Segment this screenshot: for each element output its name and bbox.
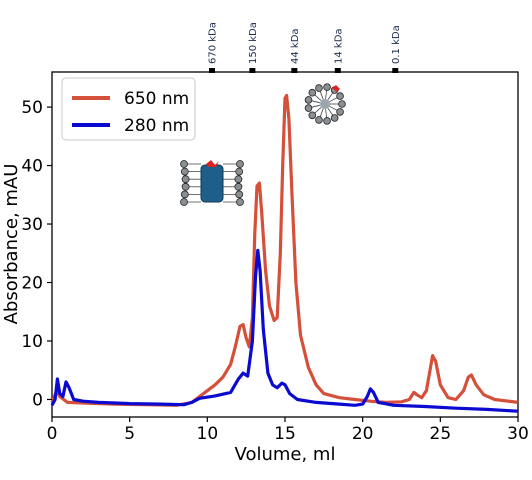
- legend-label-650: 650 nm: [124, 89, 189, 109]
- top-mw-axis: 670 kDa 150 kDa 44 kDa 14 kDa 0.1 kDa: [207, 22, 402, 73]
- top-tick-label: 44 kDa: [290, 28, 301, 64]
- x-axis-title: Volume, ml: [235, 444, 336, 465]
- y-tick-label: 40: [21, 157, 43, 177]
- y-axis-title: Absorbance, mAU: [1, 164, 22, 325]
- y-tick-label: 30: [21, 215, 43, 235]
- x-axis: 0 5 10 15 20 25 30: [47, 417, 529, 444]
- x-tick-label: 15: [274, 424, 296, 444]
- top-tick-label: 14 kDa: [333, 28, 344, 64]
- empty-micelle-icon: [304, 83, 346, 125]
- legend: 650 nm 280 nm: [61, 77, 196, 141]
- top-tick: [334, 68, 341, 73]
- top-tick: [208, 68, 215, 73]
- top-tick-label: 150 kDa: [248, 22, 259, 64]
- x-tick-label: 0: [47, 424, 58, 444]
- micelle-with-protein-icon: [180, 160, 244, 206]
- x-tick-label: 25: [430, 424, 452, 444]
- x-tick-label: 20: [352, 424, 374, 444]
- y-tick-label: 50: [21, 98, 43, 118]
- top-tick: [291, 68, 298, 73]
- x-tick-label: 5: [124, 424, 135, 444]
- series-line-0: [50, 93, 519, 407]
- legend-label-280: 280 nm: [124, 116, 189, 136]
- y-tick-label: 10: [21, 332, 43, 352]
- x-tick-label: 30: [507, 424, 529, 444]
- top-tick: [392, 68, 399, 73]
- y-tick-label: 20: [21, 274, 43, 294]
- series-line-1: [50, 248, 519, 413]
- y-axis: 0 10 20 30 40 50: [21, 98, 52, 410]
- top-tick-label: 0.1 kDa: [391, 25, 402, 64]
- series-layer: [50, 93, 519, 413]
- top-tick: [249, 68, 256, 73]
- top-tick-label: 670 kDa: [207, 22, 218, 64]
- y-tick-label: 0: [32, 390, 43, 410]
- x-tick-label: 10: [197, 424, 219, 444]
